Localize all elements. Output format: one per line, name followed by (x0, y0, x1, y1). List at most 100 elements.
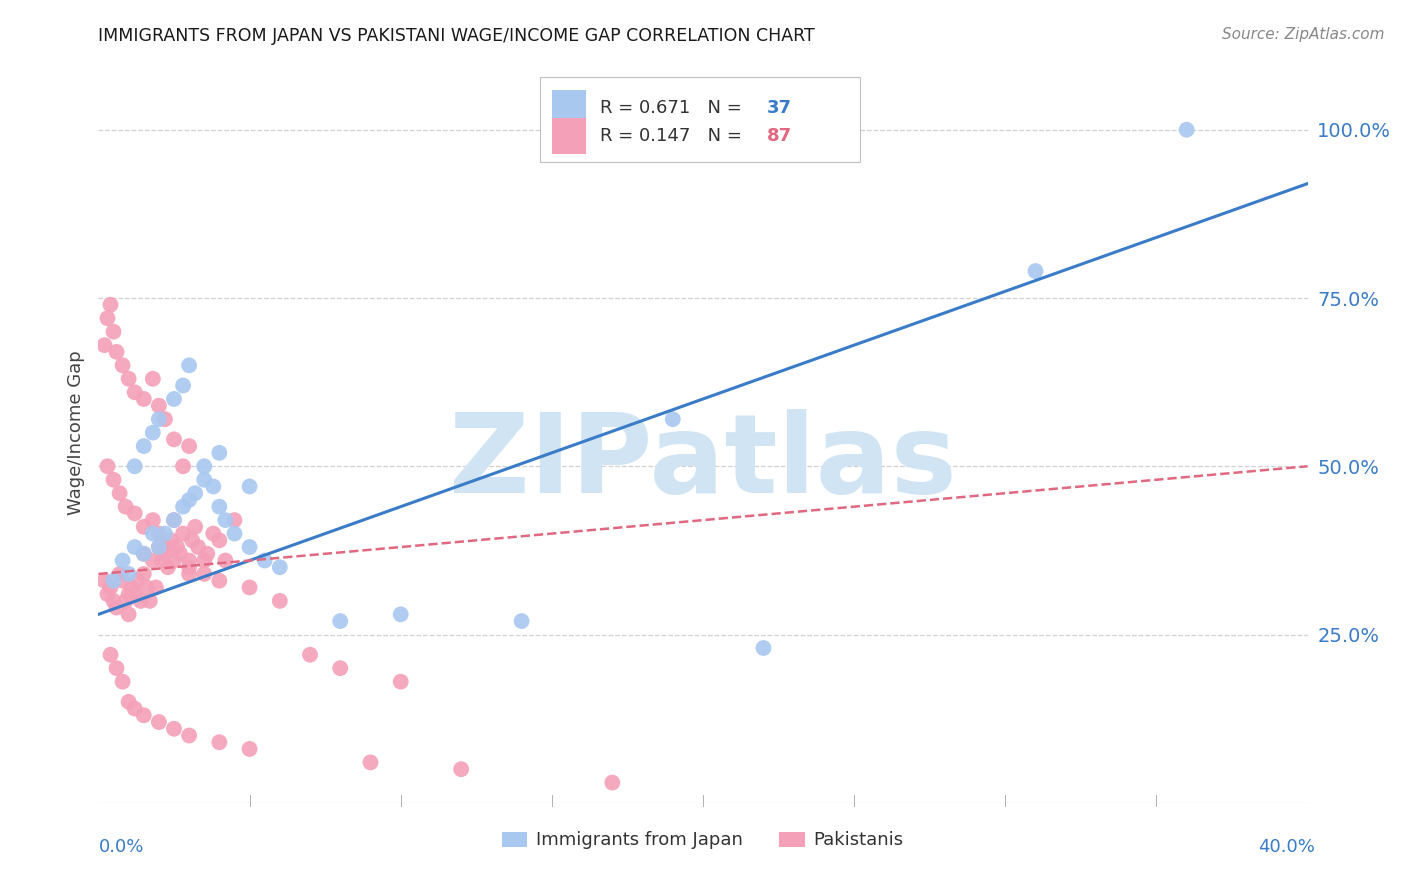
Text: R = 0.671   N =: R = 0.671 N = (600, 99, 748, 117)
Point (389, 674, 412, 689)
Point (96, 311, 118, 326)
Point (150, 553, 173, 567)
Point (103, 594, 125, 608)
Point (179, 439, 201, 453)
Point (105, 344, 128, 359)
Point (124, 385, 146, 400)
FancyBboxPatch shape (551, 118, 586, 153)
Point (118, 566, 141, 581)
Point (602, 775, 624, 789)
Point (202, 526, 225, 541)
Point (166, 540, 188, 554)
Point (139, 594, 162, 608)
Point (142, 553, 165, 567)
Point (208, 500, 231, 514)
Point (208, 533, 231, 548)
Point (163, 392, 186, 406)
Point (181, 533, 204, 548)
Point (179, 359, 201, 373)
Point (156, 560, 179, 574)
Point (329, 614, 352, 628)
Point (142, 513, 165, 527)
Point (132, 439, 155, 453)
Point (124, 507, 146, 521)
Point (214, 553, 236, 567)
Point (96, 587, 118, 601)
Point (208, 446, 231, 460)
Point (148, 526, 170, 541)
Point (208, 574, 231, 588)
Point (184, 520, 207, 534)
Point (153, 526, 176, 541)
Point (239, 540, 262, 554)
Point (132, 547, 155, 561)
Point (224, 513, 246, 527)
Point (132, 547, 155, 561)
Point (132, 392, 155, 406)
Point (172, 459, 194, 474)
Point (299, 648, 322, 662)
Point (127, 574, 149, 588)
Point (145, 581, 167, 595)
Text: Source: ZipAtlas.com: Source: ZipAtlas.com (1222, 27, 1385, 42)
Point (163, 722, 186, 736)
Point (124, 459, 146, 474)
Point (103, 473, 125, 487)
Point (184, 486, 207, 500)
Point (132, 566, 155, 581)
Point (172, 500, 194, 514)
Point (118, 587, 141, 601)
Point (124, 587, 146, 601)
Point (202, 479, 225, 493)
Point (148, 714, 170, 729)
Text: R = 0.147   N =: R = 0.147 N = (600, 127, 748, 145)
Text: IMMIGRANTS FROM JAPAN VS PAKISTANI WAGE/INCOME GAP CORRELATION CHART: IMMIGRANTS FROM JAPAN VS PAKISTANI WAGE/… (98, 27, 815, 45)
Point (148, 540, 170, 554)
Point (111, 674, 134, 689)
Point (118, 607, 141, 622)
Point (132, 520, 155, 534)
Point (121, 581, 143, 595)
Text: 0.0%: 0.0% (98, 838, 143, 856)
Point (1175, 122, 1198, 136)
Point (179, 729, 201, 743)
Point (163, 513, 186, 527)
Point (105, 600, 128, 615)
Point (163, 553, 186, 567)
Point (114, 594, 136, 608)
Point (93, 338, 115, 352)
Point (329, 661, 352, 675)
Text: 37: 37 (768, 99, 792, 117)
Point (224, 526, 246, 541)
Point (195, 547, 218, 561)
Point (142, 425, 165, 440)
FancyBboxPatch shape (540, 78, 860, 162)
Point (111, 359, 134, 373)
Point (208, 735, 231, 749)
Text: ZIPatlas: ZIPatlas (449, 409, 957, 516)
Point (148, 412, 170, 426)
Text: 87: 87 (768, 127, 792, 145)
Y-axis label: Wage/Income Gap: Wage/Income Gap (66, 351, 84, 515)
Point (103, 574, 125, 588)
Point (214, 513, 236, 527)
Point (135, 581, 157, 595)
Point (163, 433, 186, 447)
Point (148, 540, 170, 554)
Point (1024, 264, 1046, 278)
Point (253, 553, 276, 567)
Point (239, 479, 262, 493)
Legend: Immigrants from Japan, Pakistanis: Immigrants from Japan, Pakistanis (495, 824, 911, 856)
Point (179, 560, 201, 574)
Point (153, 547, 176, 561)
Point (148, 399, 170, 413)
Text: 40.0%: 40.0% (1258, 838, 1315, 856)
Point (108, 486, 131, 500)
Point (160, 533, 183, 548)
Point (172, 526, 194, 541)
Point (142, 526, 165, 541)
Point (114, 500, 136, 514)
Point (132, 708, 155, 723)
Point (163, 513, 186, 527)
Point (129, 594, 152, 608)
